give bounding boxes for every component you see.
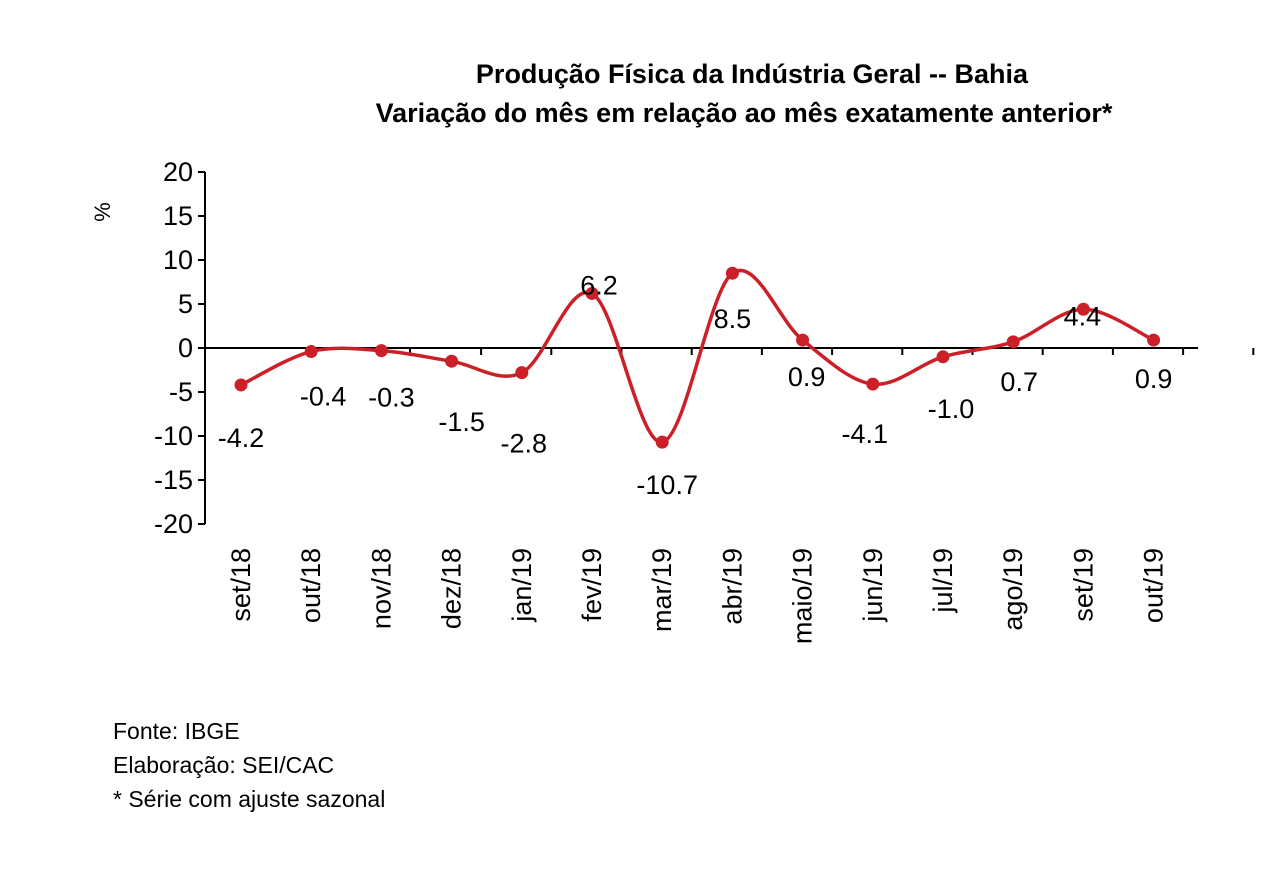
data-point — [796, 333, 810, 347]
x-tick-label: mar/19 — [647, 548, 677, 632]
x-tick-label: jan/19 — [507, 548, 537, 623]
y-tick-label: 10 — [163, 245, 193, 275]
data-label: 0.7 — [1000, 367, 1038, 397]
y-axis-label: % — [90, 202, 115, 222]
data-point — [1076, 302, 1090, 316]
data-point — [866, 377, 880, 391]
chart-notes: Fonte: IBGE Elaboração: SEI/CAC * Série … — [113, 714, 385, 816]
series-line-group — [240, 268, 1155, 444]
data-label: -10.7 — [636, 470, 698, 500]
data-point — [304, 345, 318, 359]
seasonal-adjustment-note: * Série com ajuste sazonal — [113, 786, 386, 812]
y-tick-label: -5 — [169, 377, 193, 407]
y-tick-label: 5 — [178, 289, 193, 319]
data-label: 4.4 — [1064, 301, 1102, 331]
data-point — [655, 435, 669, 449]
y-tick-label: -10 — [154, 421, 193, 451]
data-label: -4.1 — [842, 419, 889, 449]
data-point — [936, 350, 950, 364]
series-line — [240, 268, 1155, 444]
x-tick-label: ago/19 — [998, 548, 1028, 631]
x-axis: set/18 out/18 nov/18 dez/18 jan/19 fev/19 mar/… — [205, 347, 1255, 644]
x-tick-label: set/18 — [226, 548, 256, 622]
x-tick-label: jun/19 — [858, 548, 888, 623]
y-tick-label: -20 — [154, 509, 193, 539]
x-tick-label: out/18 — [296, 548, 326, 623]
data-label: -4.2 — [218, 423, 265, 453]
source-note: Fonte: IBGE — [113, 718, 240, 744]
elaboration-note: Elaboração: SEI/CAC — [113, 752, 335, 778]
x-tick-label: abr/19 — [717, 548, 747, 625]
data-label: -1.5 — [438, 407, 485, 437]
data-label: -0.4 — [300, 382, 347, 412]
y-tick-label: 20 — [163, 157, 193, 187]
data-point — [585, 286, 599, 300]
x-tick-label: fev/19 — [577, 548, 607, 622]
chart-subtitle: Variação do mês em relação ao mês exatam… — [376, 98, 1113, 128]
x-tick-label: dez/18 — [437, 548, 467, 629]
x-tick-label: out/19 — [1139, 548, 1169, 623]
y-tick-label: 0 — [178, 333, 193, 363]
data-label: -0.3 — [368, 383, 415, 413]
data-label: 0.9 — [1135, 364, 1173, 394]
data-point — [374, 344, 388, 358]
y-tick-label: 15 — [163, 201, 193, 231]
data-label: -2.8 — [501, 429, 548, 459]
data-labels: -4.2 -0.4 -0.3 -1.5 -2.8 6.2 -10.7 8.5 0.9 -4.1 -1… — [218, 270, 1173, 500]
x-tick-label: jul/19 — [928, 548, 958, 614]
data-label: 0.9 — [788, 362, 826, 392]
y-tick-label: -15 — [154, 465, 193, 495]
chart-title: Produção Física da Indústria Geral -- Ba… — [476, 59, 1029, 89]
x-tick-label: maio/19 — [788, 548, 818, 644]
data-point — [1006, 335, 1020, 349]
data-points — [234, 266, 1161, 449]
data-label: 8.5 — [714, 304, 752, 334]
data-point — [1147, 333, 1161, 347]
data-point — [725, 266, 739, 280]
data-point — [234, 378, 248, 392]
x-tick-label: set/19 — [1068, 548, 1098, 622]
data-label: 6.2 — [580, 270, 618, 300]
y-axis: 20 15 10 5 0 -5 -10 -15 -20 — [154, 157, 206, 539]
x-tick-label: nov/18 — [366, 548, 396, 629]
data-point — [445, 354, 459, 368]
data-label: -1.0 — [928, 394, 975, 424]
data-point — [515, 366, 529, 380]
